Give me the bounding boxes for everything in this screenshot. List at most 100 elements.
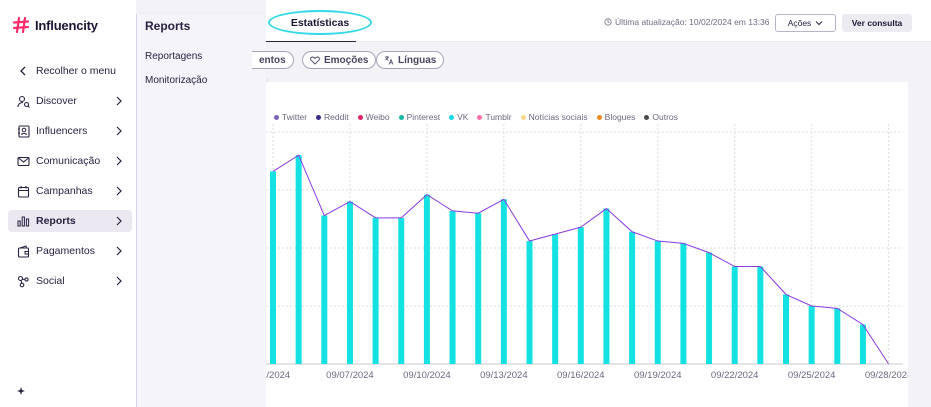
legend-dot — [449, 114, 455, 120]
chart-bar — [500, 199, 507, 364]
filter-label: entos — [259, 54, 286, 66]
x-tick-label: 09/13/2024 — [480, 370, 528, 381]
legend-item[interactable]: Notícias sociais — [520, 112, 588, 122]
sidebar-item-label: Social — [36, 275, 65, 287]
legend-item[interactable]: Twitter — [274, 112, 307, 122]
legend-dot — [644, 114, 650, 120]
chart-bar — [706, 252, 713, 364]
sidebar-item-campanhas[interactable]: Campanhas — [8, 180, 132, 202]
sparkle-icon — [17, 387, 25, 395]
sidebar-item-label: Influencers — [36, 125, 88, 137]
legend-item[interactable]: Weibo — [357, 112, 390, 122]
chart-bar — [757, 266, 764, 364]
legend-dot — [398, 114, 404, 120]
legend-label: Pinterest — [406, 112, 441, 122]
chevron-right-icon — [116, 246, 122, 256]
hash-logo-icon — [12, 16, 30, 34]
chart-bar — [731, 266, 738, 364]
mail-icon — [16, 154, 30, 168]
sidebar: Influencity Recolher o menu Discover Inf… — [0, 0, 136, 407]
chart-legend: Twitter Reddit Weibo Pinterest VK Tumblr Notíc… — [274, 112, 678, 122]
header-bar: Estatísticas Última atualização: 10/02/2… — [266, 0, 931, 43]
contact-card-icon — [16, 124, 30, 138]
chart-bar — [423, 194, 430, 364]
brand-logo[interactable]: Influencity — [12, 16, 98, 34]
last-update-text: Última atualização: 10/02/2024 em 13:36 — [615, 17, 770, 27]
sidebar-item-reports[interactable]: Reports — [8, 210, 132, 232]
reports-submenu: Reports Reportagens Monitorização — [136, 14, 266, 407]
chart-bar — [783, 294, 789, 364]
legend-label: Tumblr — [485, 112, 512, 122]
x-tick-label: 09/25/2024 — [788, 370, 836, 381]
chart-bar — [372, 217, 379, 364]
x-tick-label: 09/19/2024 — [634, 370, 682, 381]
sidebar-item-pagamentos[interactable]: Pagamentos — [8, 240, 132, 262]
sidebar-item-influencers[interactable]: Influencers — [8, 120, 132, 142]
chevron-right-icon — [116, 126, 122, 136]
chart-bar — [449, 210, 456, 364]
legend-item[interactable]: Tumblr — [477, 112, 512, 122]
x-tick-label: 09/07/2024 — [326, 370, 374, 381]
view-query-button[interactable]: Ver consulta — [842, 14, 912, 32]
legend-dot — [274, 114, 279, 120]
chevron-right-icon — [116, 216, 122, 226]
chart-bar — [629, 231, 636, 364]
sidebar-item-social[interactable]: Social — [8, 270, 132, 292]
chart-bar — [295, 155, 302, 364]
sidebar-item-label: Comunicação — [36, 155, 101, 167]
legend-label: Notícias sociais — [528, 112, 588, 122]
chevron-right-icon — [116, 96, 122, 106]
legend-label: Blogues — [604, 112, 636, 122]
legend-item[interactable]: VK — [449, 112, 468, 122]
chart-bar — [526, 241, 533, 364]
chart-bar — [859, 324, 866, 364]
chart-bar — [475, 213, 482, 364]
legend-item[interactable]: Reddit — [316, 112, 349, 122]
collapse-menu-button[interactable]: Recolher o menu — [8, 60, 132, 82]
brand-name: Influencity — [35, 17, 98, 33]
chevron-right-icon — [116, 156, 122, 166]
legend-dot — [316, 114, 322, 120]
legend-label: Outros — [652, 112, 678, 122]
legend-label: VK — [457, 112, 469, 122]
submenu-item-monitorizacao[interactable]: Monitorização — [145, 75, 208, 86]
tab-estatisticas[interactable]: Estatísticas — [268, 10, 372, 35]
calendar-icon — [16, 184, 30, 198]
legend-label: Reddit — [324, 112, 349, 122]
legend-dot — [520, 114, 526, 120]
sidebar-item-discover[interactable]: Discover — [8, 90, 132, 112]
actions-label: Ações — [787, 18, 812, 28]
sidebar-item-comunicacao[interactable]: Comunicação — [8, 150, 132, 172]
submenu-item-reportagens[interactable]: Reportagens — [145, 51, 203, 62]
legend-item[interactable]: Blogues — [596, 112, 636, 122]
legend-item[interactable]: Pinterest — [398, 112, 441, 122]
sidebar-item-partial[interactable] — [16, 386, 126, 396]
x-tick-label: 04/2024 — [266, 370, 290, 381]
x-tick-label: 09/10/2024 — [403, 370, 451, 381]
x-tick-label: 09/16/2024 — [557, 370, 605, 381]
legend-dot — [477, 114, 483, 120]
chart-bar — [603, 208, 610, 364]
chevron-down-icon — [815, 21, 823, 26]
filter-pill-partial[interactable]: entos — [252, 51, 294, 69]
chevron-left-icon — [16, 64, 30, 78]
heart-icon — [310, 56, 320, 65]
translate-icon — [385, 56, 394, 65]
sidebar-item-label: Pagamentos — [36, 245, 95, 257]
sidebar-item-label: Reports — [36, 215, 76, 227]
clock-icon — [604, 18, 612, 26]
chevron-right-icon — [116, 186, 122, 196]
filter-pill-linguas[interactable]: Línguas — [376, 51, 445, 69]
filter-label: Emoções — [324, 54, 369, 66]
chart-bar — [680, 243, 687, 364]
submenu-title: Reports — [145, 19, 191, 33]
filter-pill-emocoes[interactable]: Emoções — [302, 51, 377, 69]
chart-bar — [270, 171, 276, 364]
x-tick-label: 09/28/2024 — [865, 370, 908, 381]
actions-dropdown[interactable]: Ações — [775, 14, 836, 32]
chevron-right-icon — [116, 276, 122, 286]
chart-bar — [346, 201, 353, 364]
mentions-bar-chart: 04/2024 09/07/2024 09/10/2024 09/13/2024 09/… — [266, 124, 908, 381]
legend-item[interactable]: Outros — [644, 112, 678, 122]
chart-bar — [321, 215, 328, 364]
